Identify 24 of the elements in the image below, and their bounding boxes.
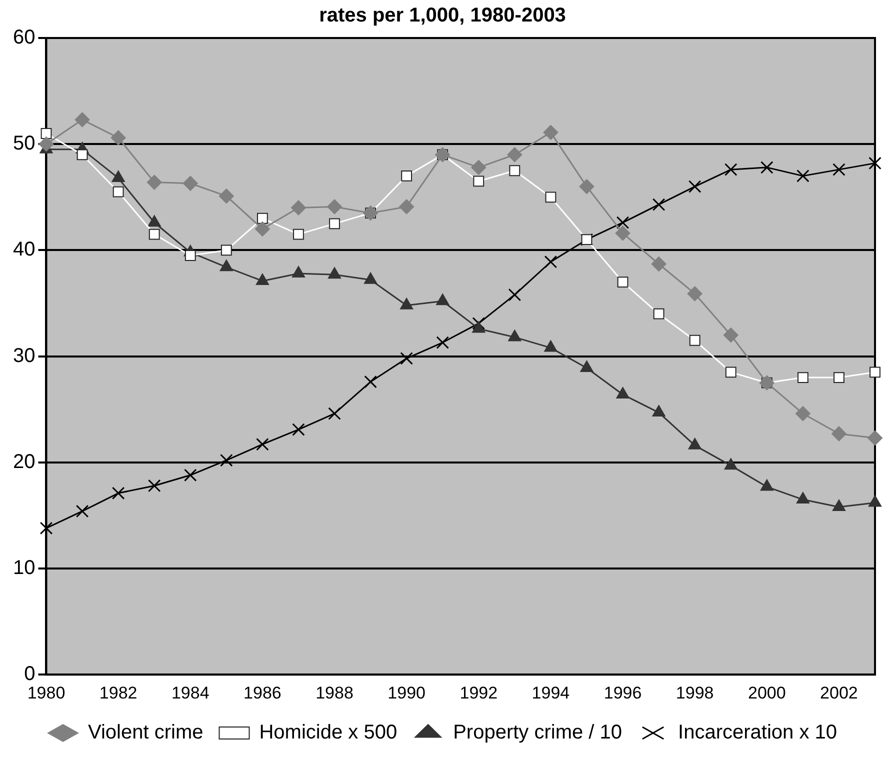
x-tick-label: 1994	[532, 683, 570, 702]
x-tick-label: 1996	[604, 683, 642, 702]
y-tick-label: 30	[12, 344, 36, 367]
x-tick-label: 1984	[171, 683, 210, 702]
y-tick-label: 50	[12, 132, 36, 155]
legend-label: Violent crime	[88, 722, 204, 744]
legend-label: Homicide x 500	[259, 722, 398, 744]
y-tick-label: 60	[12, 26, 36, 49]
x-tick-label: 1998	[676, 683, 714, 702]
x-tick-label: 1986	[244, 683, 282, 702]
x-tick-label: 2000	[748, 683, 786, 702]
y-tick-label: 40	[12, 238, 36, 261]
y-tick-label: 0	[24, 663, 36, 686]
legend-label: Incarceration x 10	[678, 722, 838, 744]
y-tick-label: 10	[12, 557, 36, 580]
x-tick-label: 1992	[460, 683, 498, 702]
legend-label: Property crime / 10	[453, 722, 622, 744]
y-tick-label: 20	[12, 450, 36, 473]
x-tick-label: 1990	[388, 683, 426, 702]
x-tick-label: 1988	[316, 683, 354, 702]
x-tick-label: 1980	[27, 683, 66, 702]
x-tick-label: 2002	[820, 683, 858, 702]
x-tick-label: 1982	[99, 683, 138, 702]
chart-title: rates per 1,000, 1980-2003	[319, 4, 566, 27]
